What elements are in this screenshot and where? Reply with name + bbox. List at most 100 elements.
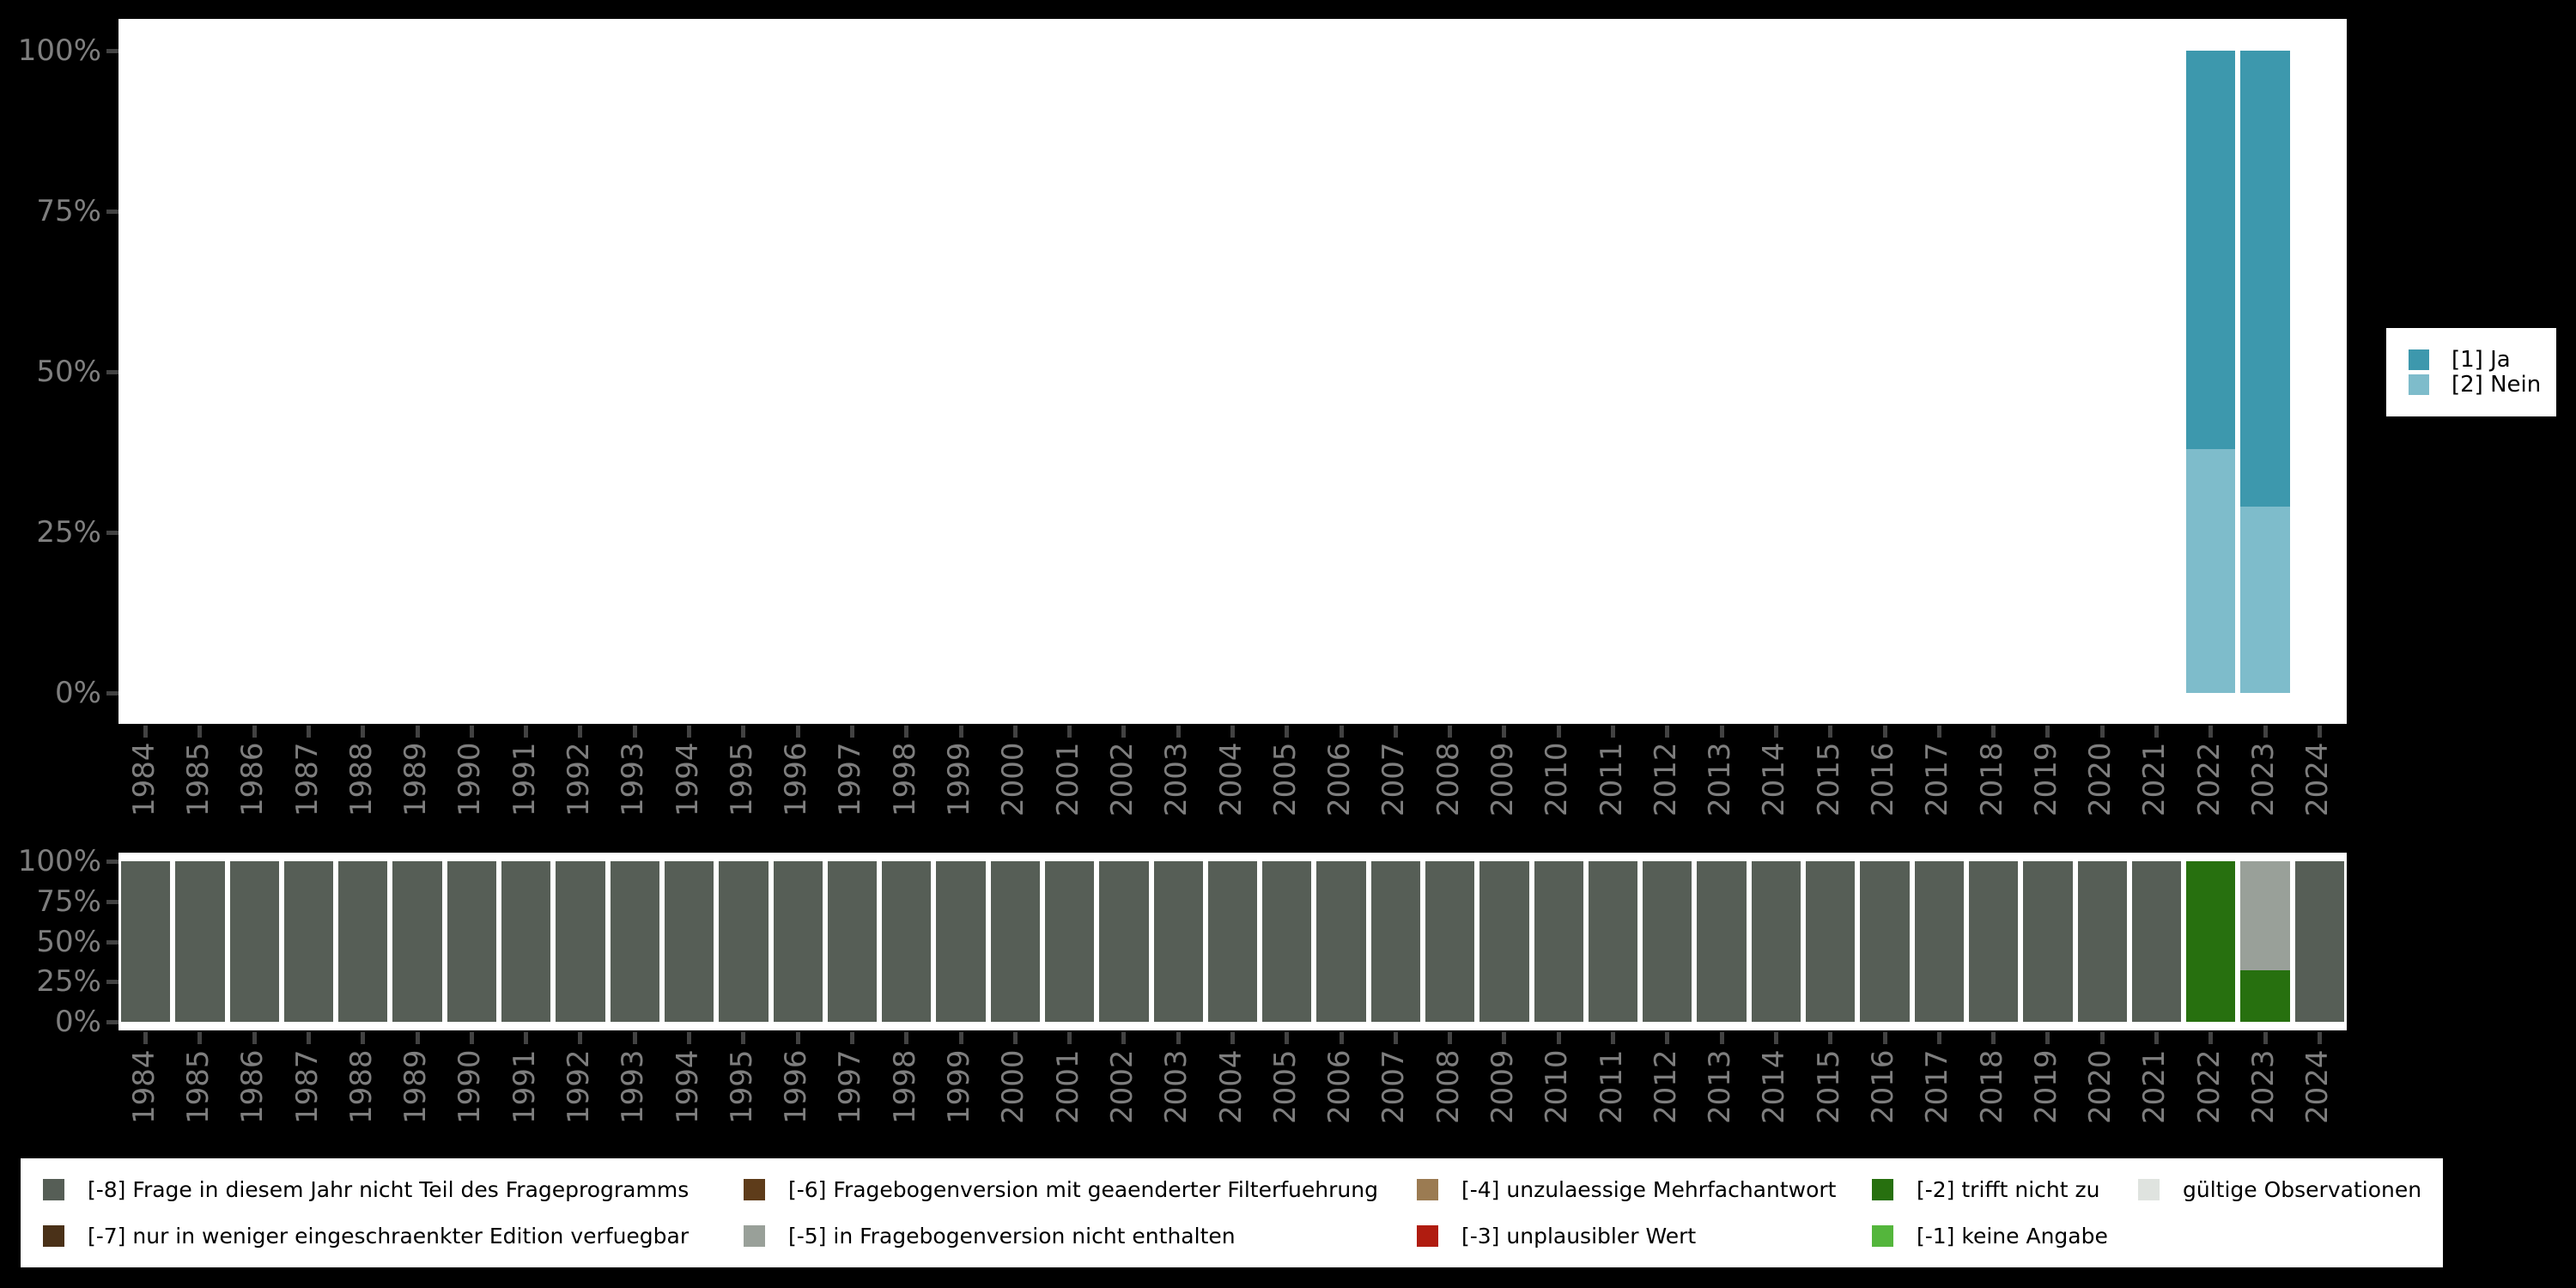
- x-axis-tick-mark: [1991, 726, 1996, 738]
- x-axis-tick-mark: [1502, 726, 1507, 738]
- legend-swatch: [2409, 349, 2429, 370]
- x-axis-year-label: 1992: [561, 742, 596, 817]
- x-axis-tick-mark: [2045, 1032, 2050, 1044]
- x-axis-tick-mark: [1882, 1032, 1887, 1044]
- x-axis-year-label: 1990: [453, 1049, 488, 1125]
- x-axis-tick-mark: [361, 726, 366, 738]
- bar-segment: [2294, 861, 2344, 1022]
- y-axis-tick-label: 100%: [17, 33, 101, 68]
- x-axis-year-label: 2007: [1376, 742, 1412, 817]
- x-axis-tick-mark: [1719, 1032, 1724, 1044]
- x-axis-tick-mark: [1230, 1032, 1235, 1044]
- x-axis-year-label: 2024: [2300, 1049, 2336, 1125]
- x-axis-year-label: 1996: [779, 742, 814, 817]
- bar-segment: [121, 861, 171, 1022]
- bar-segment: [2023, 861, 2073, 1022]
- bar-segment: [1425, 861, 1475, 1022]
- x-axis-tick-mark: [2154, 1032, 2159, 1044]
- x-axis-year-label: 2014: [1757, 1049, 1792, 1125]
- x-axis-tick-mark: [197, 1032, 203, 1044]
- x-axis-tick-mark: [1665, 1032, 1670, 1044]
- y-axis-tick-label: 100%: [17, 844, 101, 878]
- legend-swatch: [1872, 1179, 1893, 1200]
- x-axis-year-label: 2002: [1104, 742, 1139, 817]
- x-axis-tick-mark: [1828, 1032, 1833, 1044]
- bar-segment: [2077, 861, 2127, 1022]
- x-axis-year-label: 1987: [289, 742, 325, 817]
- x-axis-tick-mark: [578, 1032, 583, 1044]
- x-axis-tick-mark: [1067, 1032, 1072, 1044]
- x-axis-tick-mark: [1067, 726, 1072, 738]
- bar-segment: [936, 861, 986, 1022]
- x-axis-year-label: 1999: [942, 742, 977, 817]
- bar-segment: [2240, 51, 2290, 507]
- bar-segment: [447, 861, 497, 1022]
- bar-segment: [229, 861, 279, 1022]
- x-axis-tick-mark: [415, 726, 420, 738]
- x-axis-year-label: 2020: [2083, 1049, 2118, 1125]
- x-axis-year-label: 1985: [180, 1049, 216, 1125]
- top-chart-legend: [1] Ja [2] Nein: [2386, 328, 2556, 416]
- x-axis-year-label: 2006: [1322, 1049, 1358, 1125]
- bar-segment: [1914, 861, 1964, 1022]
- x-axis-year-label: 1988: [343, 742, 379, 817]
- legend-swatch: [43, 1225, 64, 1247]
- bar-segment: [1207, 861, 1258, 1022]
- bar-segment: [990, 861, 1040, 1022]
- x-axis-year-label: 2018: [1974, 1049, 2009, 1125]
- x-axis-year-label: 2023: [2246, 1049, 2281, 1125]
- x-axis-tick-mark: [2263, 726, 2268, 738]
- x-axis-tick-mark: [1991, 1032, 1996, 1044]
- x-axis-tick-mark: [904, 1032, 909, 1044]
- x-axis-year-label: 1989: [398, 1049, 434, 1125]
- x-axis-year-label: 2020: [2083, 742, 2118, 817]
- x-axis-tick-mark: [958, 1032, 963, 1044]
- bottom-chart-legend: [-8] Frage in diesem Jahr nicht Teil des…: [21, 1158, 2443, 1267]
- x-axis-tick-mark: [2099, 1032, 2105, 1044]
- x-axis-tick-mark: [197, 726, 203, 738]
- x-axis-tick-mark: [1285, 1032, 1290, 1044]
- x-axis-tick-mark: [1828, 726, 1833, 738]
- x-axis-tick-mark: [1285, 726, 1290, 738]
- x-axis-year-label: 1998: [887, 742, 922, 817]
- legend-swatch: [744, 1225, 765, 1247]
- x-axis-year-label: 2004: [1213, 1049, 1249, 1125]
- y-axis-tick-mark: [106, 49, 118, 53]
- bar-segment: [1044, 861, 1095, 1022]
- x-axis-year-label: 1996: [779, 1049, 814, 1125]
- bar-segment: [1968, 861, 2019, 1022]
- legend-label: [-3] unplausibler Wert: [1461, 1224, 1697, 1249]
- x-axis-year-label: 2019: [2028, 1049, 2063, 1125]
- x-axis-tick-mark: [741, 726, 746, 738]
- x-axis-year-label: 1999: [942, 1049, 977, 1125]
- bar-segment: [1806, 861, 1856, 1022]
- x-axis-year-label: 2001: [1050, 742, 1085, 817]
- y-axis-tick-mark: [106, 370, 118, 374]
- legend-swatch: [2138, 1179, 2160, 1200]
- x-axis-year-label: 1998: [887, 1049, 922, 1125]
- y-axis-tick-mark: [106, 939, 118, 945]
- x-axis-tick-mark: [1448, 1032, 1453, 1044]
- x-axis-year-label: 1986: [235, 742, 270, 817]
- legend-label: [2] Nein: [2451, 372, 2542, 398]
- y-axis-tick-label: 25%: [36, 515, 101, 550]
- y-axis-tick-label: 25%: [36, 964, 101, 999]
- x-axis-year-label: 2004: [1213, 742, 1249, 817]
- bar-segment: [2240, 507, 2290, 693]
- x-axis-year-label: 1987: [289, 1049, 325, 1125]
- x-axis-year-label: 2021: [2137, 742, 2172, 817]
- y-axis-tick-label: 50%: [36, 924, 101, 959]
- x-axis-tick-mark: [524, 726, 529, 738]
- bar-segment: [2131, 861, 2182, 1022]
- x-axis-year-label: 2009: [1485, 1049, 1520, 1125]
- x-axis-tick-mark: [1611, 1032, 1616, 1044]
- x-axis-year-label: 1995: [724, 742, 759, 817]
- x-axis-tick-mark: [1882, 726, 1887, 738]
- x-axis-tick-mark: [2263, 1032, 2268, 1044]
- x-axis-tick-mark: [1012, 726, 1018, 738]
- y-axis-tick-label: 75%: [36, 884, 101, 919]
- legend-swatch: [1417, 1225, 1438, 1247]
- bar-segment: [1534, 861, 1583, 1022]
- legend-swatch: [1872, 1225, 1893, 1247]
